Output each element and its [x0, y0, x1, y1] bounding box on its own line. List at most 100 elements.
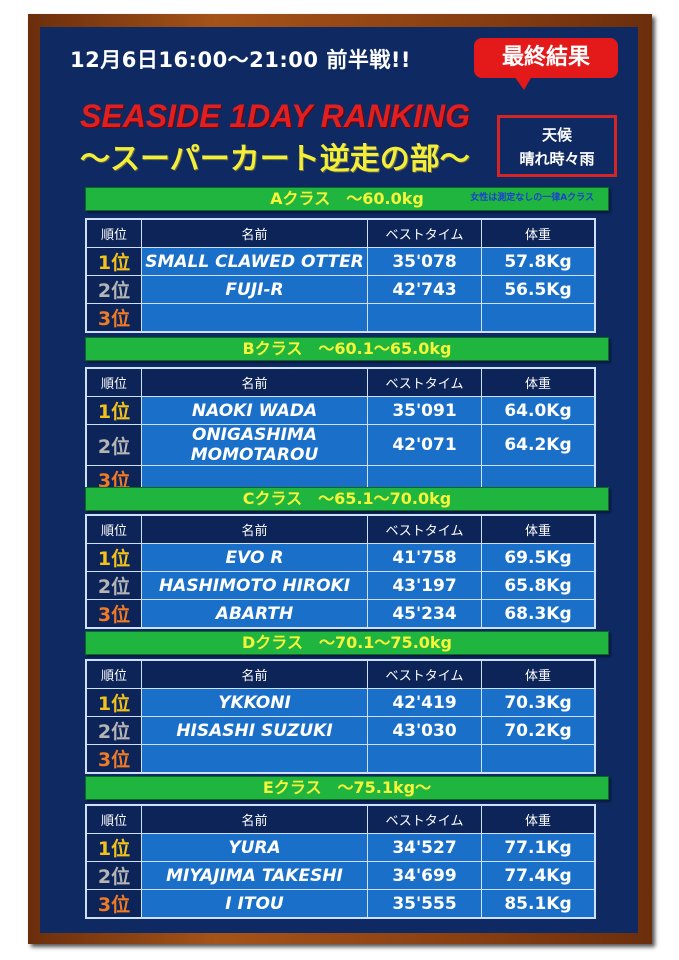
- class-header-bar: Bクラス 〜60.1〜65.0kg: [85, 337, 609, 361]
- table-row: 1位 YKKONI 42'419 70.3Kg: [85, 688, 596, 717]
- best-time-cell: 42'743: [367, 275, 482, 304]
- name-cell: FUJI-R: [141, 275, 368, 304]
- name-cell: I ITOU: [141, 889, 368, 919]
- ranking-table: 順位 名前 ベストタイム 体重 1位 YURA 34'527 77.1Kg 2位 MIYAJIMA…: [85, 804, 596, 919]
- best-time-cell: 35'078: [367, 247, 482, 276]
- table-row: 1位 NAOKI WADA 35'091 64.0Kg: [85, 396, 596, 425]
- best-time-cell: 34'527: [367, 833, 482, 862]
- best-time-cell: 43'030: [367, 716, 482, 745]
- weather-label: 天候: [541, 126, 572, 144]
- rank-cell: 1位: [85, 247, 142, 276]
- weather-box: 天候 晴れ時々雨: [497, 115, 617, 177]
- final-result-badge: 最終結果: [474, 38, 618, 90]
- column-header: 体重: [481, 659, 596, 689]
- name-cell: MIYAJIMA TAKESHI: [141, 861, 368, 890]
- table-row: 2位 ONIGASHIMA MOMOTAROU 42'071 64.2Kg: [85, 424, 596, 466]
- table-header-row: 順位 名前 ベストタイム 体重: [85, 367, 596, 397]
- rank-cell: 2位: [85, 861, 142, 890]
- rank-cell: 3位: [85, 889, 142, 919]
- column-header: ベストタイム: [367, 659, 482, 689]
- table-row: 3位: [85, 303, 596, 333]
- class-label: Bクラス 〜60.1〜65.0kg: [242, 339, 452, 358]
- column-header: ベストタイム: [367, 218, 482, 248]
- rank-cell: 1位: [85, 543, 142, 572]
- weight-cell: 77.4Kg: [481, 861, 596, 890]
- class-label: Eクラス 〜75.1kg〜: [262, 778, 432, 797]
- weight-cell: 64.0Kg: [481, 396, 596, 425]
- weight-cell: [481, 303, 596, 333]
- weight-cell: 68.3Kg: [481, 599, 596, 629]
- column-header: 体重: [481, 514, 596, 544]
- best-time-cell: 42'071: [367, 424, 482, 466]
- rank-cell: 2位: [85, 275, 142, 304]
- name-cell: HASHIMOTO HIROKI: [141, 571, 368, 600]
- rank-cell: 2位: [85, 571, 142, 600]
- name-cell: ABARTH: [141, 599, 368, 629]
- column-header: 体重: [481, 804, 596, 834]
- title-english: SEASIDE 1DAY RANKING: [80, 98, 470, 134]
- rank-cell: 1位: [85, 833, 142, 862]
- class-header-bar: Eクラス 〜75.1kg〜: [85, 776, 609, 800]
- class-header-bar: Dクラス 〜70.1〜75.0kg: [85, 631, 609, 655]
- column-header: 名前: [141, 804, 368, 834]
- weight-cell: 56.5Kg: [481, 275, 596, 304]
- weight-cell: 77.1Kg: [481, 833, 596, 862]
- class-header-bar: Aクラス 〜60.0kg 女性は測定なしの一律Aクラス: [85, 187, 609, 211]
- table-row: 1位 EVO R 41'758 69.5Kg: [85, 543, 596, 572]
- rank-cell: 3位: [85, 303, 142, 333]
- column-header: 名前: [141, 514, 368, 544]
- rank-cell: 1位: [85, 688, 142, 717]
- weight-cell: 85.1Kg: [481, 889, 596, 919]
- best-time-cell: [367, 744, 482, 774]
- rank-cell: 3位: [85, 744, 142, 774]
- column-header: ベストタイム: [367, 367, 482, 397]
- ranking-table: 順位 名前 ベストタイム 体重 1位 YKKONI 42'419 70.3Kg 2位 HISASH…: [85, 659, 596, 774]
- best-time-cell: 35'555: [367, 889, 482, 919]
- table-row: 1位 SMALL CLAWED OTTER 35'078 57.8Kg: [85, 247, 596, 276]
- table-row: 2位 HASHIMOTO HIROKI 43'197 65.8Kg: [85, 571, 596, 600]
- table-row: 1位 YURA 34'527 77.1Kg: [85, 833, 596, 862]
- table-header-row: 順位 名前 ベストタイム 体重: [85, 659, 596, 689]
- name-cell: YURA: [141, 833, 368, 862]
- best-time-cell: 34'699: [367, 861, 482, 890]
- class-label: Cクラス 〜65.1〜70.0kg: [242, 489, 452, 508]
- name-cell: SMALL CLAWED OTTER: [141, 247, 368, 276]
- column-header: 体重: [481, 367, 596, 397]
- weight-cell: 57.8Kg: [481, 247, 596, 276]
- best-time-cell: [367, 303, 482, 333]
- class-note: 女性は測定なしの一律Aクラス: [470, 193, 594, 203]
- best-time-cell: 43'197: [367, 571, 482, 600]
- event-date-headline: 12月6日16:00〜21:00 前半戦!!: [70, 48, 411, 72]
- class-header-bar: Cクラス 〜65.1〜70.0kg: [85, 487, 609, 511]
- class-label: Dクラス 〜70.1〜75.0kg: [241, 633, 452, 652]
- weight-cell: 64.2Kg: [481, 424, 596, 466]
- ranking-table: 順位 名前 ベストタイム 体重 1位 EVO R 41'758 69.5Kg 2位 HASHIMO…: [85, 514, 596, 629]
- column-header: ベストタイム: [367, 514, 482, 544]
- rank-cell: 2位: [85, 716, 142, 745]
- weight-cell: 69.5Kg: [481, 543, 596, 572]
- weight-cell: 70.2Kg: [481, 716, 596, 745]
- best-time-cell: 41'758: [367, 543, 482, 572]
- column-header: 順位: [85, 367, 142, 397]
- table-header-row: 順位 名前 ベストタイム 体重: [85, 804, 596, 834]
- name-cell: [141, 303, 368, 333]
- column-header: 順位: [85, 659, 142, 689]
- class-label: Aクラス 〜60.0kg: [270, 189, 424, 208]
- weight-cell: [481, 744, 596, 774]
- table-row: 2位 MIYAJIMA TAKESHI 34'699 77.4Kg: [85, 861, 596, 890]
- name-cell: HISASHI SUZUKI: [141, 716, 368, 745]
- best-time-cell: 45'234: [367, 599, 482, 629]
- column-header: 名前: [141, 218, 368, 248]
- best-time-cell: 42'419: [367, 688, 482, 717]
- table-row: 3位: [85, 744, 596, 774]
- column-header: 順位: [85, 514, 142, 544]
- column-header: 名前: [141, 659, 368, 689]
- title-japanese: 〜スーパーカート逆走の部〜: [80, 142, 470, 177]
- rank-cell: 3位: [85, 599, 142, 629]
- table-row: 3位 ABARTH 45'234 68.3Kg: [85, 599, 596, 629]
- name-cell: EVO R: [141, 543, 368, 572]
- rank-cell: 1位: [85, 396, 142, 425]
- ranking-table: 順位 名前 ベストタイム 体重 1位 SMALL CLAWED OTTER 35'078 57…: [85, 218, 596, 333]
- table-row: 2位 FUJI-R 42'743 56.5Kg: [85, 275, 596, 304]
- table-header-row: 順位 名前 ベストタイム 体重: [85, 514, 596, 544]
